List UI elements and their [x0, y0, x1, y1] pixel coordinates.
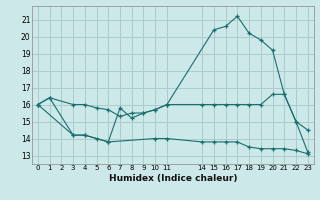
X-axis label: Humidex (Indice chaleur): Humidex (Indice chaleur): [108, 174, 237, 183]
